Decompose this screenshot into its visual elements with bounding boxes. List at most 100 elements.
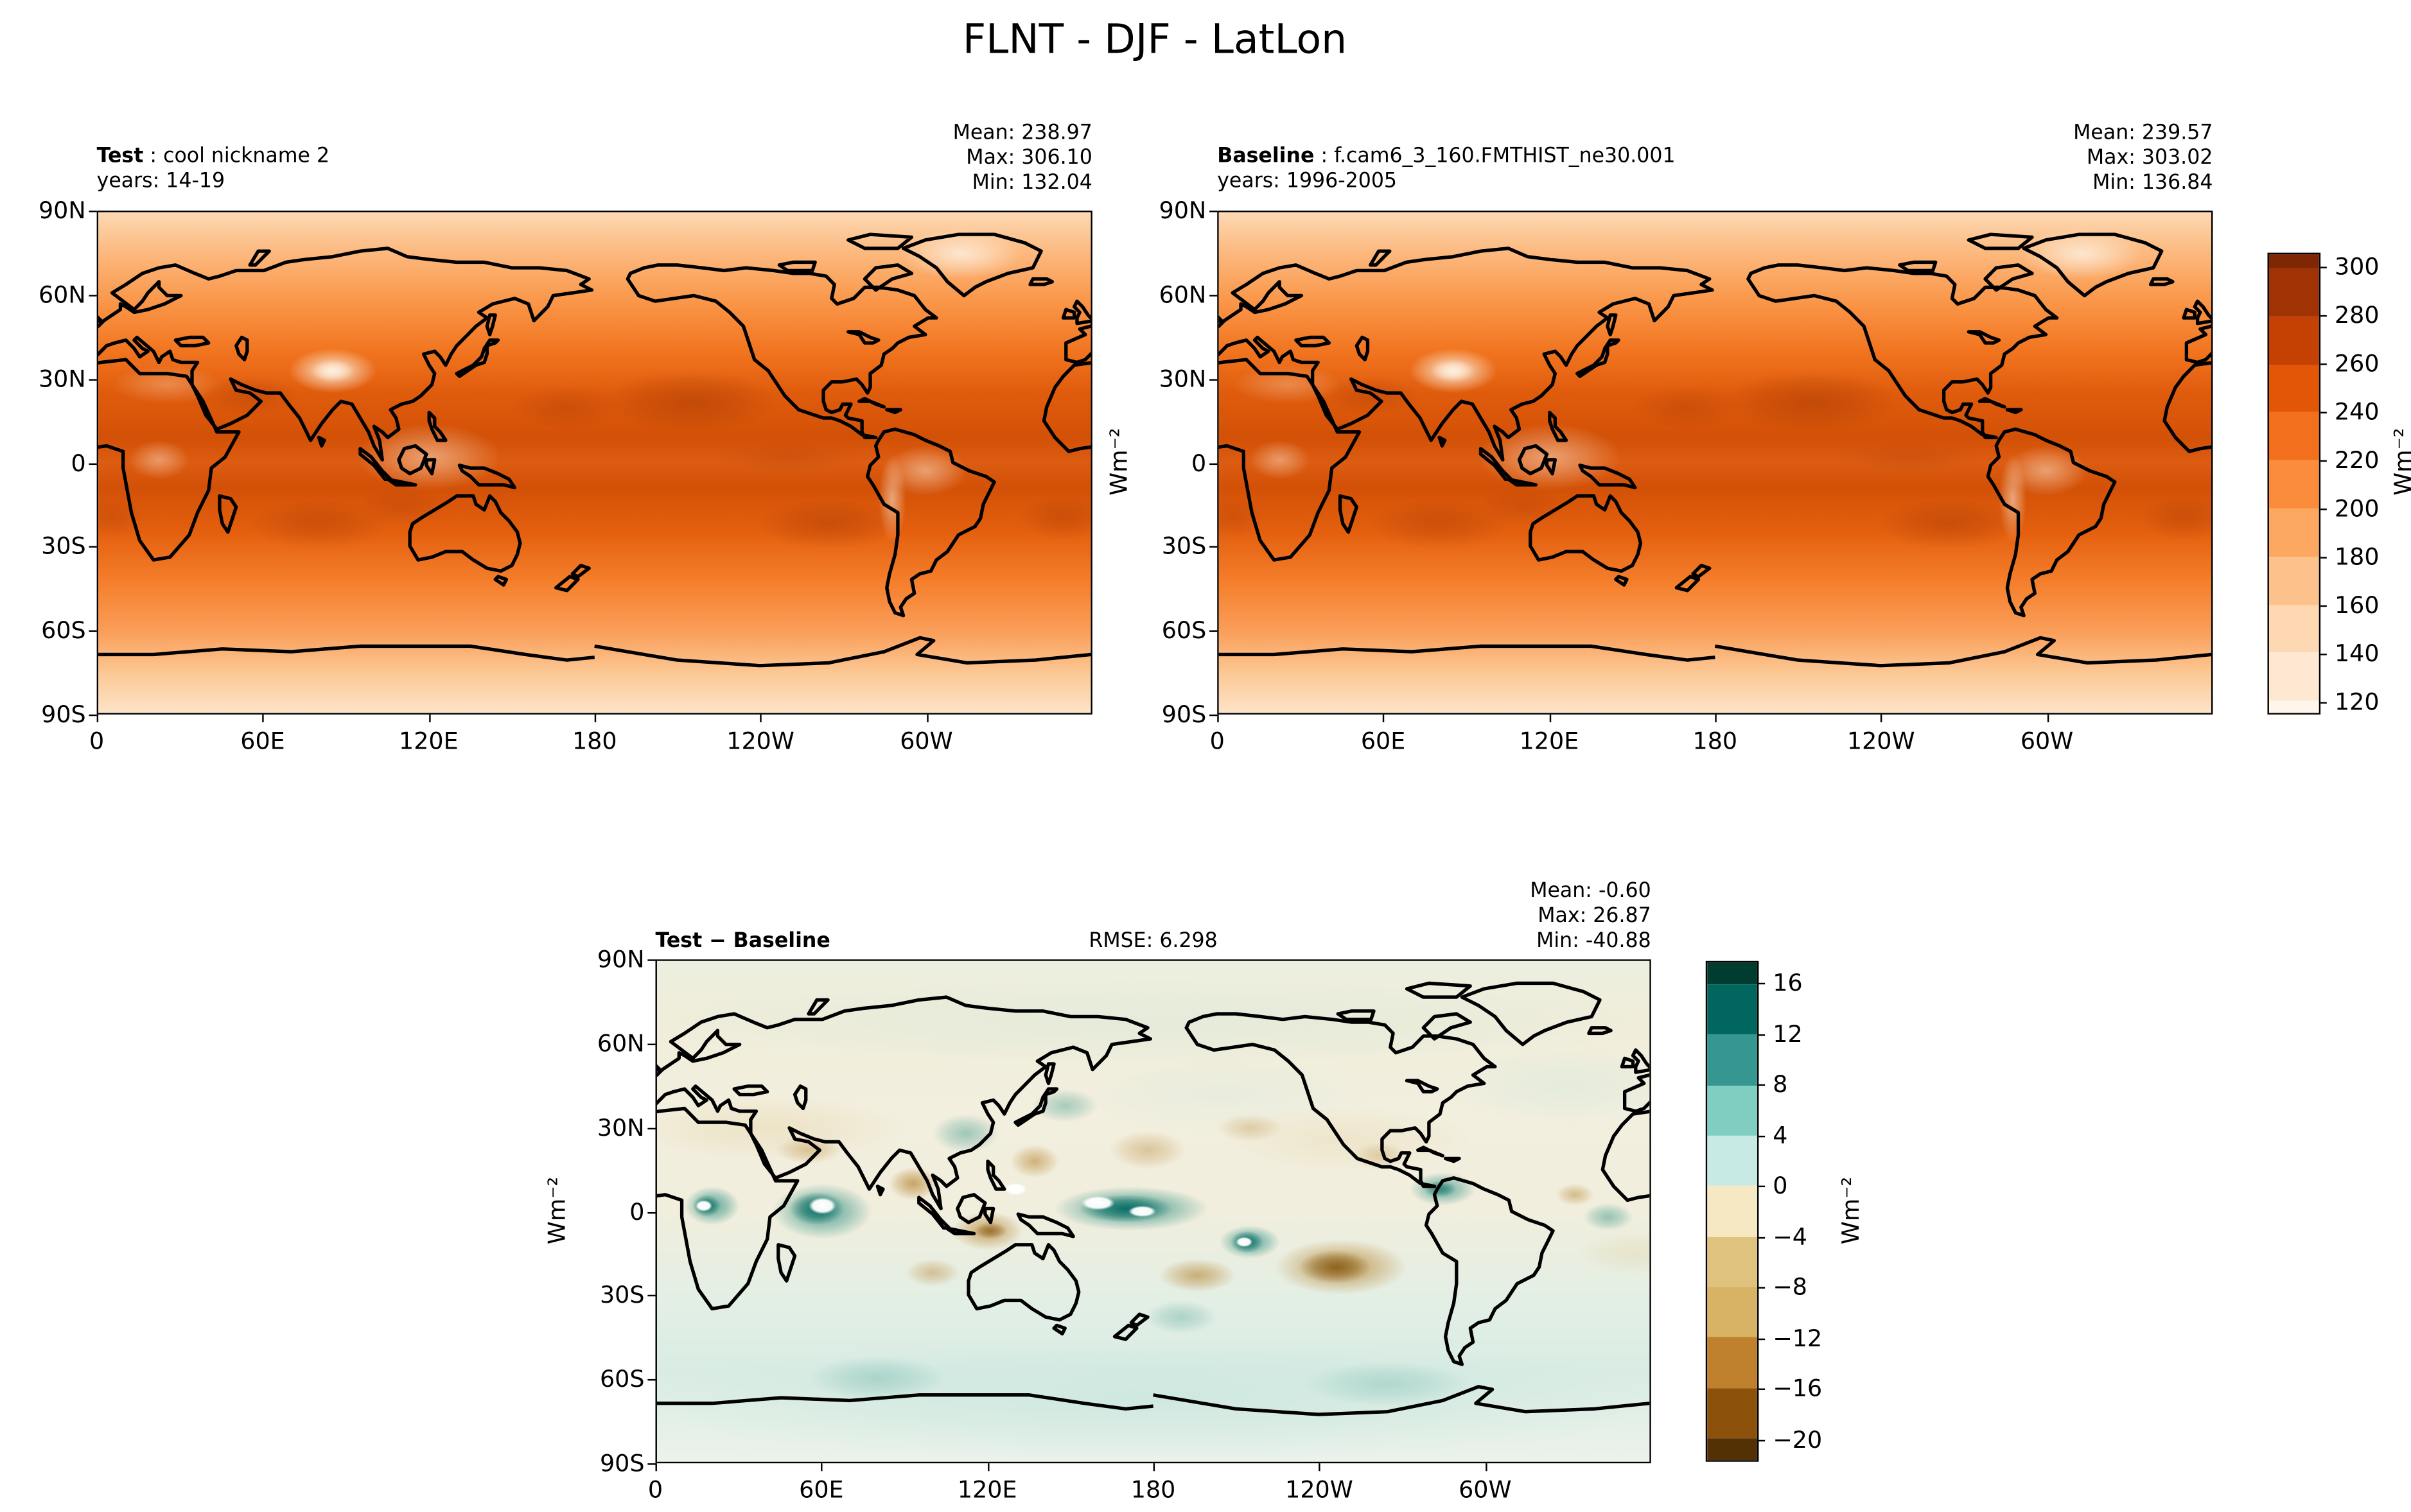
colorbar-segment xyxy=(1707,1135,1757,1186)
colorbar-segment xyxy=(1707,962,1757,985)
cb-tick-mark xyxy=(2320,557,2327,559)
x-tick-mark xyxy=(655,1463,657,1472)
y-tick-label: 30N xyxy=(597,1113,645,1142)
test-name: : cool nickname 2 xyxy=(143,144,330,169)
contour-shading xyxy=(1109,1131,1187,1170)
cb-tick-label: 260 xyxy=(2334,349,2380,378)
test-title-line: Test : cool nickname 2 xyxy=(97,145,329,170)
coastline xyxy=(98,234,595,666)
difference-field xyxy=(656,960,1650,1462)
x-tick-label: 0 xyxy=(1209,727,1225,756)
y-tick-mark xyxy=(1209,714,1218,717)
x-tick-label: 0 xyxy=(647,1475,663,1504)
y-tick-label: 60N xyxy=(1159,280,1207,309)
cb-tick-mark xyxy=(2320,460,2327,462)
colorbar-main xyxy=(2267,252,2321,715)
baseline-label: Baseline xyxy=(1217,144,1315,169)
contour-shading xyxy=(900,229,1022,279)
figure-title: FLNT - DJF - LatLon xyxy=(962,17,1347,64)
colorbar-segment xyxy=(2268,652,2319,701)
x-tick-mark xyxy=(821,1463,823,1472)
contour-shading xyxy=(247,498,391,549)
cb-tick-label: 120 xyxy=(2334,688,2380,717)
cb-tick-mark xyxy=(1758,1033,1766,1036)
cb-tick-label: 16 xyxy=(1773,968,1803,997)
x-tick-label: 60W xyxy=(2020,727,2074,756)
y-tick-mark xyxy=(89,378,97,381)
x-tick-label: 120W xyxy=(726,727,794,756)
y-tick-mark xyxy=(1209,462,1218,464)
y-tick-mark xyxy=(1209,378,1218,381)
cb-tick-mark xyxy=(1758,1237,1766,1238)
contour-shading xyxy=(1723,370,1900,432)
y-tick-label: 30S xyxy=(41,532,86,561)
y-tick-label: 60N xyxy=(597,1029,645,1057)
baseline-stat-mean: Mean: 239.57 xyxy=(2073,121,2213,145)
cb-tick-label: −20 xyxy=(1773,1425,1823,1454)
x-tick-mark xyxy=(263,714,265,722)
y-tick-mark xyxy=(89,211,97,213)
cb-tick-mark xyxy=(1758,1439,1766,1442)
cb-tick-label: 280 xyxy=(2334,300,2380,329)
y-tick-label: 90S xyxy=(1161,700,1207,729)
contour-field xyxy=(1218,212,2212,713)
x-tick-mark xyxy=(1153,1463,1155,1472)
contour-shading xyxy=(1839,440,1977,474)
y-tick-mark xyxy=(89,546,97,548)
contour-shading xyxy=(1583,1203,1633,1231)
cb-tick-label: 8 xyxy=(1773,1070,1788,1099)
cb-tick-label: 12 xyxy=(1773,1019,1803,1048)
cb-tick-mark xyxy=(2320,315,2327,317)
contour-shading xyxy=(656,1339,1650,1462)
diff-label: Test − Baseline xyxy=(655,930,830,953)
colorbar-segment xyxy=(2268,460,2319,508)
test-stats: Mean: 238.97 Max: 306.10 Min: 132.04 xyxy=(97,122,1092,197)
contour-shading xyxy=(511,385,622,430)
x-tick-label: 120E xyxy=(1519,727,1579,756)
contour-shading xyxy=(1367,498,1511,549)
contour-shading xyxy=(310,360,355,382)
colorbar-segment xyxy=(2268,412,2319,461)
contour-shading xyxy=(1144,1300,1217,1334)
contour-shading xyxy=(1299,1250,1371,1284)
contour-shading xyxy=(1575,1231,1650,1276)
y-tick-label: 90S xyxy=(599,1449,645,1478)
y-tick-label: 90N xyxy=(597,945,645,974)
y-tick-mark xyxy=(1209,211,1218,213)
cb-tick-mark xyxy=(1758,1135,1766,1137)
contour-shading xyxy=(1082,1195,1115,1210)
y-tick-label: 0 xyxy=(71,448,86,477)
y-tick-label: 60S xyxy=(41,616,86,645)
test-stat-max: Max: 306.10 xyxy=(966,146,1092,170)
y-tick-label: 0 xyxy=(629,1197,645,1226)
coastline xyxy=(657,983,1153,1414)
x-tick-label: 120W xyxy=(1846,727,1915,756)
colorbar-segment xyxy=(1707,1337,1757,1389)
cb-tick-mark xyxy=(2320,412,2327,413)
diff-stats: Mean: -0.60 Max: 26.87 Min: -40.88 xyxy=(656,880,1651,955)
y-tick-label: 30N xyxy=(1159,364,1207,393)
contour-shading xyxy=(905,1258,961,1287)
x-tick-mark xyxy=(2047,714,2049,722)
colorbar-segment xyxy=(1707,984,1757,1035)
contour-shading xyxy=(1877,498,2021,549)
y-tick-label: 90N xyxy=(1159,196,1207,225)
cb-tick-label: 200 xyxy=(2334,494,2380,523)
x-tick-label: 60W xyxy=(900,727,953,756)
contour-shading xyxy=(888,1167,938,1201)
colorbar-segment xyxy=(2268,364,2319,413)
colorbar-segment xyxy=(1707,1438,1757,1461)
x-tick-label: 120E xyxy=(957,1475,1017,1504)
contour-shading xyxy=(809,1356,947,1401)
cb-tick-label: 220 xyxy=(2334,446,2380,474)
y-tick-mark xyxy=(647,959,656,961)
x-tick-mark xyxy=(428,714,430,722)
test-label: Test xyxy=(96,144,144,169)
contour-shading xyxy=(974,1222,1008,1240)
contour-shading xyxy=(1031,1089,1098,1123)
cb-tick-label: −16 xyxy=(1773,1375,1823,1403)
y-tick-mark xyxy=(647,1127,656,1129)
y-tick-mark xyxy=(647,1211,656,1213)
cb-tick-mark xyxy=(1758,1084,1766,1086)
